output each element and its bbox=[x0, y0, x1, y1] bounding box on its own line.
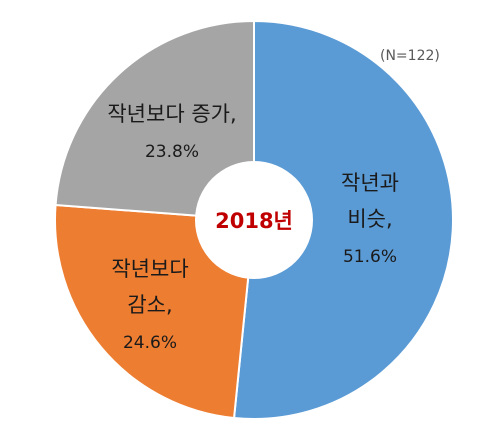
slice-category-label: 작년보다 bbox=[111, 257, 188, 281]
slice-similar bbox=[232, 19, 454, 420]
donut-hole bbox=[195, 161, 313, 279]
slice-percent-label: 51.6% bbox=[343, 247, 397, 267]
label-increase: 작년보다 증가, 23.8% bbox=[107, 102, 236, 162]
slice-category-label: 작년보다 증가, bbox=[107, 102, 236, 126]
sample-size-note: (N=122) bbox=[380, 48, 440, 64]
slice-category-label: 작년과 bbox=[341, 171, 399, 195]
slice-category-label: 감소, bbox=[127, 293, 172, 317]
slices-group bbox=[54, 19, 454, 420]
slice-percent-label: 23.8% bbox=[145, 142, 199, 162]
slice-percent-label: 24.6% bbox=[123, 333, 177, 353]
slice-decrease bbox=[54, 203, 256, 420]
slice-category-label: 비슷, bbox=[347, 207, 392, 231]
slice-increase bbox=[54, 19, 255, 222]
center-label: 2018년 bbox=[215, 209, 293, 233]
